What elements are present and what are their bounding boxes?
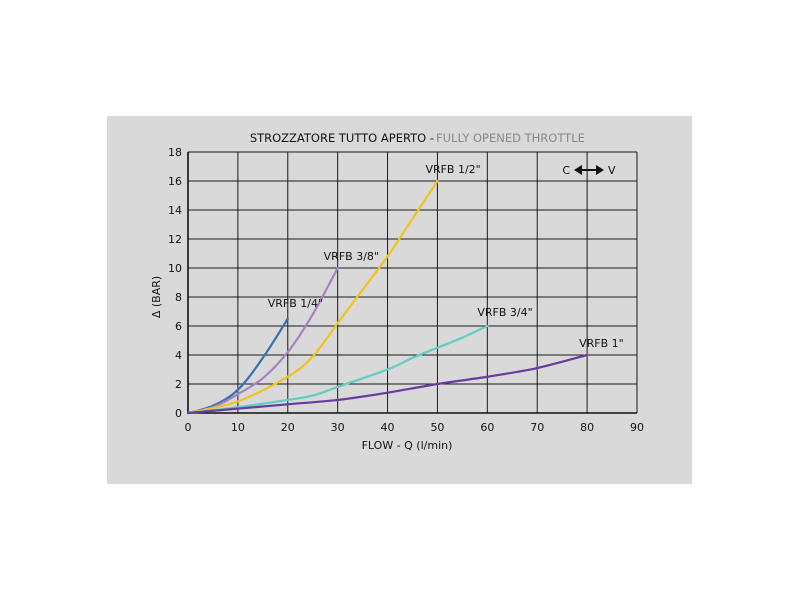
y-tick-label-6: 6: [175, 320, 182, 333]
y-tick-label-2: 2: [175, 378, 182, 391]
series-label-2: VRFB 3/8": [324, 250, 379, 263]
x-tick-label-30: 30: [331, 421, 345, 434]
series-label-1: VRFB 1/4": [268, 297, 323, 310]
x-tick-label-50: 50: [430, 421, 444, 434]
y-tick-label-10: 10: [168, 262, 182, 275]
series-line-5: [186, 353, 589, 415]
x-tick-label-90: 90: [630, 421, 644, 434]
x-tick-label-60: 60: [480, 421, 494, 434]
chart-subtitle: FULLY OPENED THROTTLE: [436, 131, 585, 145]
y-tick-label-8: 8: [175, 291, 182, 304]
tick-labels: 0 10 20 30 40 50 60 70 80 90 0 2 4 6 8 10 12 14 16 18: [168, 146, 644, 434]
series-labels: VRFB 1/4" VRFB 3/8" VRFB 1/2" VRFB 3/4" VRFB…: [268, 163, 624, 350]
y-tick-label-14: 14: [168, 204, 182, 217]
series-label-3: VRFB 1/2": [425, 163, 480, 176]
y-tick-label-4: 4: [175, 349, 182, 362]
series-line-4: [186, 324, 489, 415]
y-axis-label: Δ (BAR): [150, 276, 163, 318]
direction-arrow-left-head: [574, 165, 582, 175]
x-tick-label-0: 0: [185, 421, 192, 434]
chart-panel: [107, 116, 692, 484]
x-tick-label-80: 80: [580, 421, 594, 434]
y-tick-label-12: 12: [168, 233, 182, 246]
direction-indicator: C V: [562, 164, 616, 177]
direction-right-label: V: [608, 164, 616, 177]
y-tick-label-0: 0: [175, 407, 182, 420]
chart-title: STROZZATORE TUTTO APERTO -: [250, 131, 434, 145]
direction-arrow-right-head: [596, 165, 604, 175]
x-tick-label-40: 40: [381, 421, 395, 434]
series-lines: [186, 179, 589, 415]
series-label-4: VRFB 3/4": [477, 306, 532, 319]
y-tick-label-18: 18: [168, 146, 182, 159]
x-axis-label: FLOW - Q (l/min): [362, 439, 453, 452]
x-tick-label-10: 10: [231, 421, 245, 434]
y-tick-label-16: 16: [168, 175, 182, 188]
direction-left-label: C: [562, 164, 570, 177]
series-line-3: [186, 179, 439, 415]
series-label-5: VRFB 1": [579, 337, 624, 350]
x-tick-label-20: 20: [281, 421, 295, 434]
x-tick-label-70: 70: [530, 421, 544, 434]
chart-grid: [187, 151, 638, 414]
